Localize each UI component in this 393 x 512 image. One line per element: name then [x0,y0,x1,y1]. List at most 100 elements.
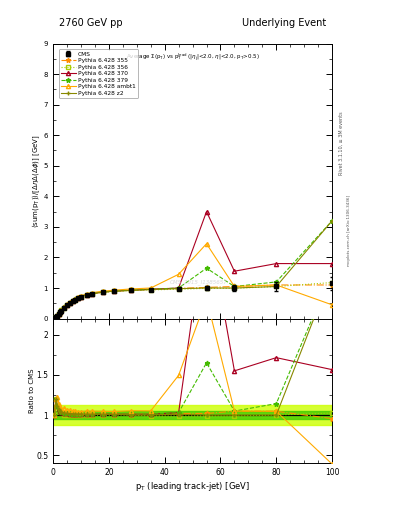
Pythia 6.428 z2 [70,298,75,304]
Pythia 6.428 379 [70,298,75,304]
Pythia 6.428 z2 [101,289,106,295]
Pythia 6.428 379 [52,315,57,321]
Pythia 6.428 379 [68,300,72,306]
Pythia 6.428 z2 [73,296,78,303]
Pythia 6.428 370 [84,292,89,298]
Pythia 6.428 370 [76,295,81,301]
Pythia 6.428 z2 [84,292,89,298]
Pythia 6.428 355 [53,314,58,320]
Pythia 6.428 356 [64,302,70,308]
Text: 2760 GeV pp: 2760 GeV pp [59,18,122,28]
Pythia 6.428 356 [84,292,89,298]
Pythia 6.428 z2 [53,314,58,320]
Pythia 6.428 355 [68,300,72,306]
Pythia 6.428 356 [68,300,72,306]
Text: Rivet 3.1.10, ≥ 3M events: Rivet 3.1.10, ≥ 3M events [339,112,344,175]
Pythia 6.428 379 [59,307,64,313]
Pythia 6.428 ambt1 [204,241,209,247]
Pythia 6.428 379 [84,292,89,298]
Pythia 6.428 356 [274,284,279,290]
Pythia 6.428 379 [112,288,117,294]
Line: Pythia 6.428 379: Pythia 6.428 379 [52,218,334,321]
Bar [53,406,332,425]
Pythia 6.428 356 [53,314,58,320]
Pythia 6.428 z2 [52,315,57,321]
Pythia 6.428 379 [330,218,334,224]
Pythia 6.428 356 [76,295,81,301]
Pythia 6.428 379 [53,314,58,320]
Pythia 6.428 355 [149,286,153,292]
Pythia 6.428 355 [70,298,75,304]
Line: Pythia 6.428 355: Pythia 6.428 355 [52,283,334,321]
Pythia 6.428 ambt1 [68,299,72,305]
Line: Pythia 6.428 356: Pythia 6.428 356 [53,281,334,319]
Pythia 6.428 ambt1 [52,315,57,321]
Pythia 6.428 370 [101,289,106,295]
Pythia 6.428 355 [101,289,106,295]
Pythia 6.428 370 [70,298,75,304]
Pythia 6.428 355 [232,284,237,290]
Pythia 6.428 z2 [64,302,70,308]
Pythia 6.428 ambt1 [84,291,89,297]
Pythia 6.428 370 [129,287,134,293]
Pythia 6.428 z2 [232,285,237,291]
Pythia 6.428 ambt1 [101,288,106,294]
Pythia 6.428 ambt1 [64,301,70,307]
Pythia 6.428 ambt1 [149,285,153,291]
Pythia 6.428 356 [232,285,237,291]
Pythia 6.428 379 [56,311,61,317]
Pythia 6.428 370 [90,290,94,296]
Pythia 6.428 ambt1 [70,297,75,303]
Pythia 6.428 ambt1 [56,311,61,317]
Pythia 6.428 356 [129,287,134,293]
Pythia 6.428 356 [52,315,57,321]
Pythia 6.428 356 [79,294,83,300]
Pythia 6.428 ambt1 [53,314,58,320]
Pythia 6.428 ambt1 [58,309,62,315]
Pythia 6.428 355 [176,285,181,291]
Pythia 6.428 z2 [55,312,60,318]
Pythia 6.428 356 [90,291,94,297]
Pythia 6.428 355 [112,288,117,294]
Pythia 6.428 z2 [274,284,279,290]
Pythia 6.428 z2 [176,286,181,292]
Pythia 6.428 370 [53,314,58,320]
Pythia 6.428 z2 [330,218,334,224]
Y-axis label: Ratio to CMS: Ratio to CMS [29,369,35,413]
Y-axis label: $\langle$sum(p$_{\rm T}$)$\rangle$/[$\Delta\eta\Delta(\Delta\phi)$] [GeV]: $\langle$sum(p$_{\rm T}$)$\rangle$/[$\De… [31,134,42,228]
Pythia 6.428 370 [64,302,70,308]
Pythia 6.428 356 [55,312,60,318]
Pythia 6.428 ambt1 [79,293,83,299]
Line: Pythia 6.428 ambt1: Pythia 6.428 ambt1 [52,242,334,320]
Pythia 6.428 379 [58,309,62,315]
Pythia 6.428 356 [101,289,106,295]
Pythia 6.428 ambt1 [176,271,181,278]
Pythia 6.428 ambt1 [112,287,117,293]
Text: Underlying Event: Underlying Event [242,18,327,28]
Pythia 6.428 355 [64,302,70,308]
Pythia 6.428 379 [204,265,209,271]
Pythia 6.428 379 [101,289,106,295]
Pythia 6.428 ambt1 [129,286,134,292]
Pythia 6.428 379 [55,312,60,318]
Pythia 6.428 356 [59,307,64,313]
Pythia 6.428 379 [79,293,83,300]
Text: Average $\Sigma$(p$_{\rm T}$) vs p$_{\rm T}^{\rm lead}$ (|$\eta_{\rm j}$|<2.0, $: Average $\Sigma$(p$_{\rm T}$) vs p$_{\rm… [126,52,259,63]
Pythia 6.428 ambt1 [73,295,78,302]
Pythia 6.428 ambt1 [274,282,279,288]
Pythia 6.428 356 [62,305,66,311]
Pythia 6.428 370 [330,261,334,267]
Pythia 6.428 356 [58,309,62,315]
Pythia 6.428 379 [232,284,237,290]
Legend: CMS, Pythia 6.428 355, Pythia 6.428 356, Pythia 6.428 370, Pythia 6.428 379, Pyt: CMS, Pythia 6.428 355, Pythia 6.428 356,… [59,49,138,98]
Pythia 6.428 355 [56,311,61,317]
Pythia 6.428 370 [112,288,117,294]
Pythia 6.428 ambt1 [55,312,60,318]
Pythia 6.428 355 [84,292,89,298]
Pythia 6.428 355 [204,284,209,290]
Pythia 6.428 356 [149,287,153,293]
Pythia 6.428 356 [70,298,75,304]
Pythia 6.428 370 [274,261,279,267]
Pythia 6.428 355 [73,296,78,303]
Pythia 6.428 z2 [76,295,81,301]
